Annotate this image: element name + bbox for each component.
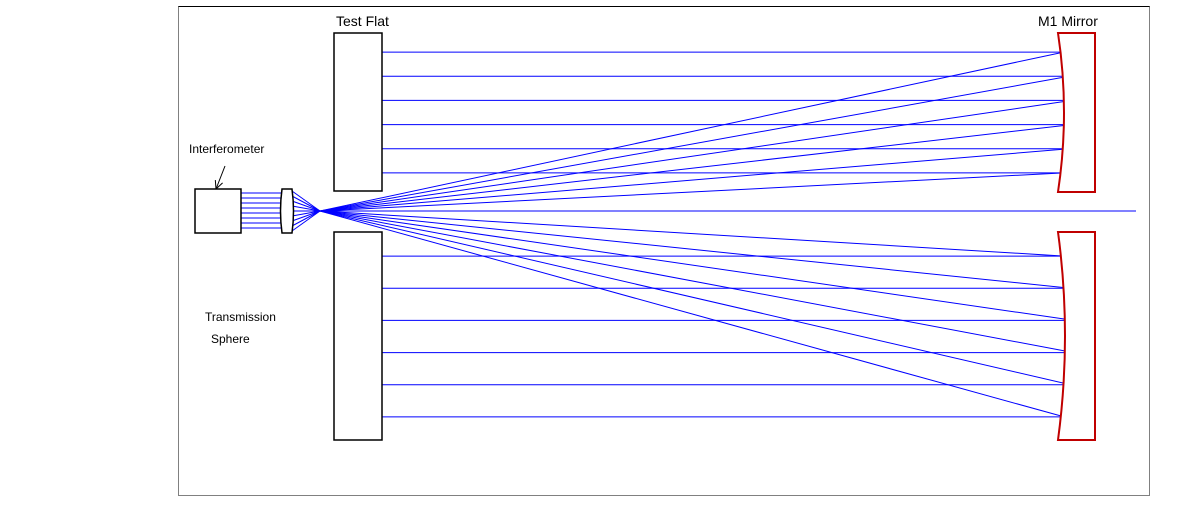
label-interferometer: Interferometer: [189, 142, 264, 156]
label-test-flat: Test Flat: [336, 13, 389, 29]
diagram-page: Test Flat M1 Mirror Interferometer Trans…: [0, 0, 1190, 506]
label-transmission-sphere-2: Sphere: [211, 332, 250, 346]
label-transmission-sphere-1: Transmission: [205, 310, 276, 324]
label-m1-mirror: M1 Mirror: [1038, 13, 1098, 29]
optical-diagram: [0, 0, 1190, 506]
